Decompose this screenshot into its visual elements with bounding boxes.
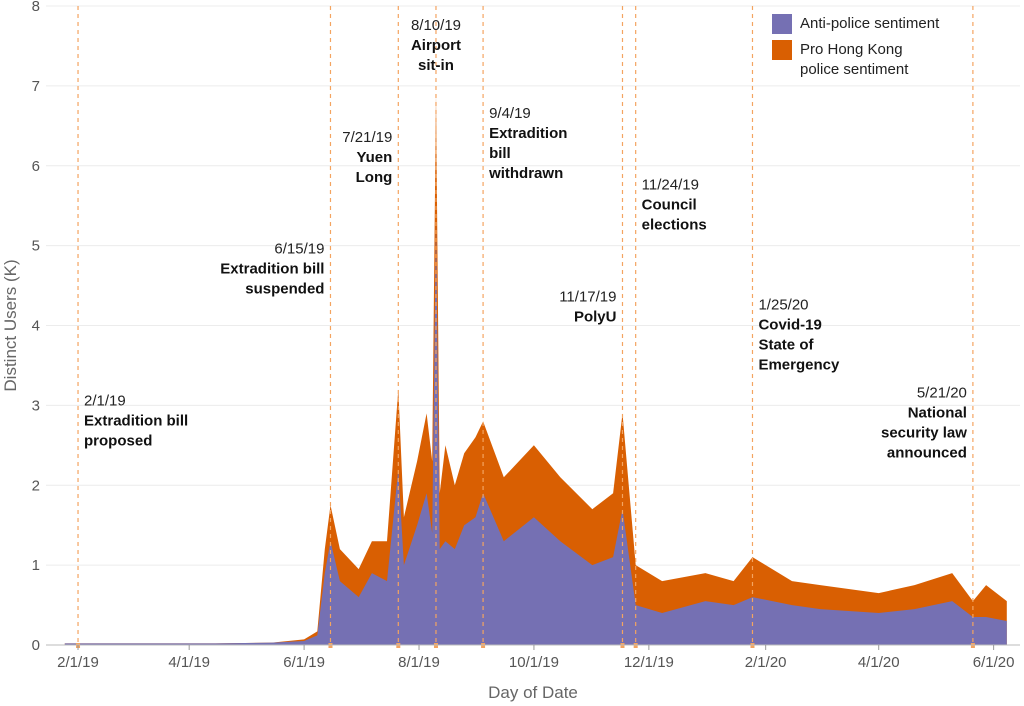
x-tick-label: 6/1/19 xyxy=(283,654,325,671)
x-axis-title: Day of Date xyxy=(488,683,578,702)
event-date-label: 6/15/19 xyxy=(274,241,324,258)
x-tick-label: 4/1/19 xyxy=(168,654,210,671)
event-title-label: suspended xyxy=(245,281,324,298)
event-date-label: 8/10/19 xyxy=(411,17,461,34)
event-title-label: proposed xyxy=(84,432,152,449)
legend-swatch-anti-police xyxy=(772,14,792,34)
event-title-label: National xyxy=(908,404,967,421)
event-title-label: sit-in xyxy=(418,57,454,74)
area-anti-police-sentiment xyxy=(64,221,1007,645)
event-date-label: 11/24/19 xyxy=(642,177,699,194)
x-tick-label: 6/1/20 xyxy=(973,654,1015,671)
event-date-label: 1/25/20 xyxy=(758,297,808,314)
y-tick-label: 5 xyxy=(32,238,40,255)
event-title-label: announced xyxy=(887,444,967,461)
legend-swatch-pro-police xyxy=(772,40,792,60)
event-title-label: elections xyxy=(642,217,707,234)
legend: Anti-police sentiment Pro Hong Kong poli… xyxy=(772,14,990,86)
legend-label-pro-police-line-2: police sentiment xyxy=(800,61,909,78)
legend-label-anti-police: Anti-police sentiment xyxy=(800,15,940,32)
x-tick-label: 10/1/19 xyxy=(509,654,559,671)
x-tick-label: 2/1/20 xyxy=(745,654,787,671)
y-tick-label: 2 xyxy=(32,477,40,494)
event-title-label: Emergency xyxy=(758,357,840,374)
y-tick-label: 6 xyxy=(32,158,40,175)
event-title-label: Extradition xyxy=(489,125,567,142)
event-title-label: withdrawn xyxy=(488,165,563,182)
y-tick-label: 3 xyxy=(32,397,40,414)
event-date-label: 2/1/19 xyxy=(84,392,126,409)
event-date-label: 5/21/20 xyxy=(917,384,967,401)
event-title-label: Long xyxy=(356,169,393,186)
x-tick-label: 4/1/20 xyxy=(858,654,900,671)
event-title-label: Airport xyxy=(411,37,461,54)
y-tick-label: 4 xyxy=(32,318,40,335)
y-tick-label: 7 xyxy=(32,78,40,95)
event-date-label: 11/17/19 xyxy=(559,289,616,306)
event-title-label: bill xyxy=(489,145,511,162)
event-date-label: 7/21/19 xyxy=(342,129,392,146)
x-tick-label: 2/1/19 xyxy=(57,654,99,671)
y-axis-title: Distinct Users (K) xyxy=(1,259,20,391)
event-title-label: State of xyxy=(758,337,814,354)
legend-label-pro-police-line-1: Pro Hong Kong xyxy=(800,41,903,58)
event-title-label: Extradition bill xyxy=(84,412,188,429)
event-title-label: PolyU xyxy=(574,309,617,326)
event-title-label: Yuen xyxy=(356,149,392,166)
y-tick-label: 0 xyxy=(32,637,40,654)
event-title-label: Council xyxy=(642,197,697,214)
y-tick-label: 1 xyxy=(32,557,40,574)
event-title-label: security law xyxy=(881,424,967,441)
legend-label-pro-police: Pro Hong Kong police sentiment xyxy=(800,40,990,80)
event-title-label: Covid-19 xyxy=(758,317,821,334)
event-title-label: Extradition bill xyxy=(220,261,324,278)
x-tick-label: 12/1/19 xyxy=(624,654,674,671)
x-tick-label: 8/1/19 xyxy=(398,654,440,671)
event-date-label: 9/4/19 xyxy=(489,105,531,122)
legend-item-anti-police[interactable]: Anti-police sentiment xyxy=(772,14,990,34)
legend-item-pro-police[interactable]: Pro Hong Kong police sentiment xyxy=(772,40,990,80)
y-tick-label: 8 xyxy=(32,0,40,15)
